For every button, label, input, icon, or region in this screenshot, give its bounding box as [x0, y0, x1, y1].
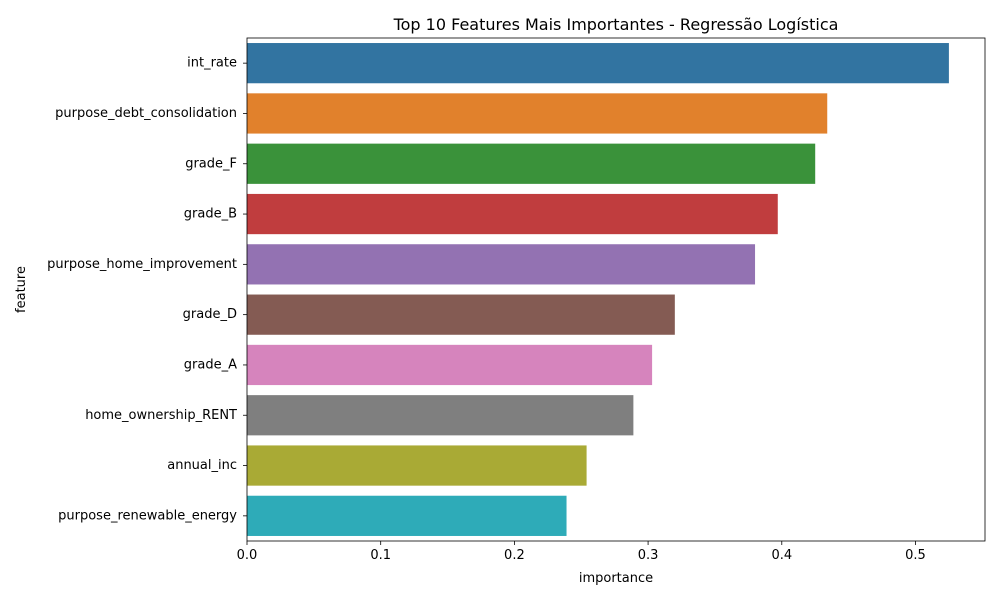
bar-grade_A	[247, 344, 653, 386]
x-axis-label: importance	[579, 571, 653, 586]
y-tick-label: purpose_home_improvement	[47, 257, 237, 272]
y-tick-label: purpose_renewable_energy	[58, 508, 237, 523]
x-tick-label: 0.3	[638, 548, 659, 563]
plot-frame	[246, 37, 986, 542]
y-axis-label: feature	[14, 266, 29, 313]
y-tick-group: int_rate purpose_debt_consolidation grade_…	[47, 56, 247, 523]
y-tick-label: annual_inc	[167, 458, 237, 473]
x-tick-label: 0.5	[905, 548, 926, 563]
y-tick-label: home_ownership_RENT	[85, 408, 237, 423]
x-tick-group: 0.0 0.1 0.2 0.3 0.4 0.5	[237, 541, 926, 563]
bar-int_rate	[247, 43, 949, 84]
bar-purpose_renewable_energy	[247, 495, 567, 536]
x-tick-label: 0.2	[504, 548, 525, 563]
bar-grade_D	[247, 294, 675, 335]
bar-annual_inc	[247, 445, 587, 486]
bar-grade_B	[247, 193, 778, 235]
bar-grade_F	[247, 143, 816, 184]
y-tick-label: grade_D	[183, 307, 237, 322]
chart-title: Top 10 Features Mais Importantes - Regre…	[393, 15, 839, 34]
bar-purpose_home_improvement	[247, 244, 756, 285]
y-tick-label: int_rate	[187, 56, 237, 71]
x-tick-label: 0.0	[237, 548, 258, 563]
x-tick-label: 0.1	[370, 548, 391, 563]
y-tick-label: grade_F	[185, 156, 237, 171]
y-tick-label: grade_B	[184, 207, 237, 222]
y-tick-label: purpose_debt_consolidation	[55, 106, 237, 121]
bar-home_ownership_RENT	[247, 395, 634, 436]
x-tick-label: 0.4	[771, 548, 792, 563]
bars-group	[247, 43, 949, 536]
bar-purpose_debt_consolidation	[247, 93, 828, 134]
y-tick-label: grade_A	[184, 357, 237, 372]
